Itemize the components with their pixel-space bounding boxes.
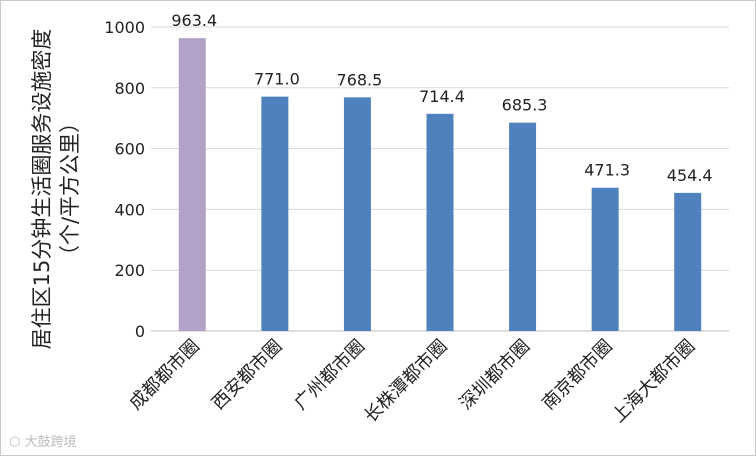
bar <box>343 97 371 331</box>
logo-icon: ⬡ <box>9 435 21 450</box>
category-label: 广州都市圈 <box>290 336 368 414</box>
bar <box>261 96 289 331</box>
value-labels: 963.4 771.0 768.5 714.4 685.3 471.3 454.4 <box>171 11 712 185</box>
y-axis-ticks: 0 200 400 600 800 1000 <box>104 18 145 341</box>
y-tick-label: 1000 <box>104 18 145 37</box>
y-tick-label: 0 <box>135 322 145 341</box>
bar <box>426 113 454 331</box>
bar <box>591 187 619 331</box>
y-tick-label: 600 <box>114 140 145 159</box>
y-tick-label: 200 <box>114 261 145 280</box>
watermark: ⬡ 大鼓跨境 <box>9 431 77 450</box>
data-label: 471.3 <box>584 161 630 180</box>
category-label: 西安都市圈 <box>208 336 286 414</box>
data-label: 685.3 <box>502 96 548 115</box>
category-label: 南京都市圈 <box>538 336 616 414</box>
data-label: 771.0 <box>254 70 300 89</box>
watermark-text: 大鼓跨境 <box>24 435 77 450</box>
bar <box>509 122 537 332</box>
category-label: 成都都市圈 <box>125 336 203 414</box>
bars <box>178 38 702 332</box>
data-label: 768.5 <box>337 70 383 89</box>
y-axis-label-line2: （个/平方公里） <box>58 112 82 266</box>
data-label: 963.4 <box>171 11 217 30</box>
bar <box>178 38 206 331</box>
y-axis-label-line1: 居住区15分钟生活圈服务设施密度 <box>30 29 54 350</box>
data-label: 714.4 <box>419 87 465 106</box>
data-label: 454.4 <box>667 166 713 185</box>
category-label: 深圳都市圈 <box>456 336 534 414</box>
y-tick-label: 800 <box>114 79 145 98</box>
category-label: 长株潭都市圈 <box>360 336 451 427</box>
y-tick-label: 400 <box>114 200 145 219</box>
y-axis-label: 居住区15分钟生活圈服务设施密度 （个/平方公里） <box>30 29 82 350</box>
bar <box>674 192 702 331</box>
category-label: 上海大都市圈 <box>608 336 699 427</box>
